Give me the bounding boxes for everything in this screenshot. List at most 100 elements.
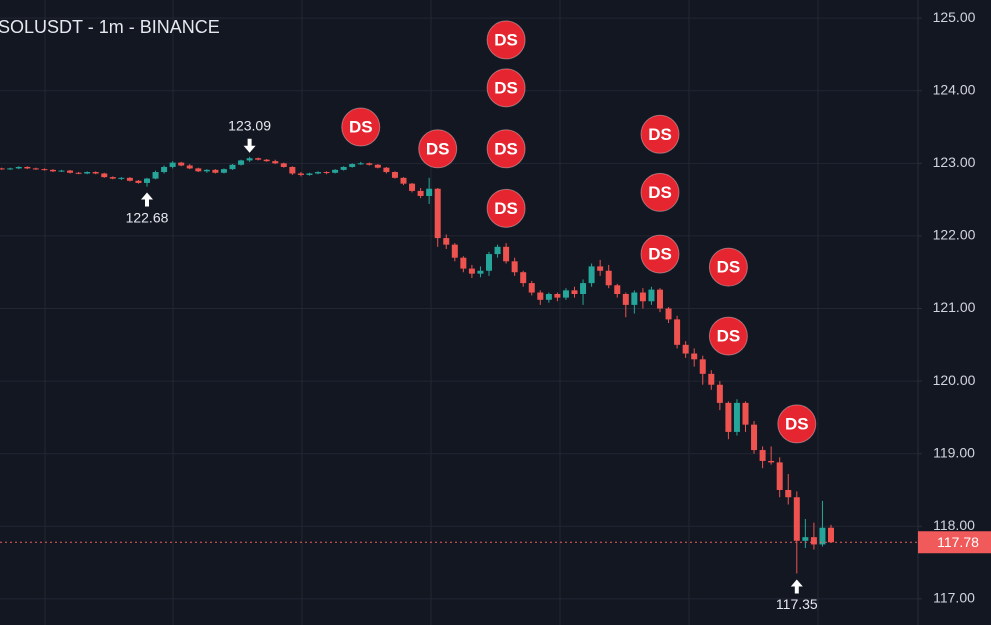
annotation-label: 123.09 [228, 117, 271, 133]
candle-body [751, 424, 758, 451]
candle-body [451, 244, 458, 258]
candle-body [161, 166, 168, 173]
y-tick-label: 123.00 [933, 154, 976, 170]
plot: 117.00 118.00 119.00 120.00 121.00 122.00 123.… [0, 9, 991, 612]
candle-body [7, 168, 14, 170]
ds-marker-label: DS [648, 245, 672, 264]
candle-body [263, 159, 270, 162]
candle-body [340, 166, 347, 170]
candle-body [84, 172, 91, 174]
candle-body [537, 292, 544, 300]
candle-body [554, 293, 561, 298]
candle-body [648, 289, 655, 302]
ds-marker-label: DS [494, 78, 518, 97]
ds-marker-label: DS [785, 414, 809, 433]
candle-body [511, 261, 518, 273]
annotation-label: 117.35 [776, 596, 818, 612]
ds-marker-label: DS [494, 139, 518, 158]
candle-body [357, 163, 364, 165]
candle-body [468, 268, 475, 274]
candle-body [486, 254, 492, 271]
candle-body [631, 292, 638, 305]
ds-marker [708, 316, 748, 356]
candle-body [657, 289, 663, 309]
last-price-box [918, 531, 991, 554]
candle-body [520, 272, 527, 284]
ds-marker [486, 129, 526, 169]
chart-title: SOLUSDT - 1m - BINANCE [0, 17, 220, 37]
ds-marker-label: DS [426, 139, 450, 158]
candle-body [186, 165, 193, 169]
ds-marker [341, 107, 381, 147]
y-tick-label: 124.00 [933, 81, 976, 97]
candle-body [332, 169, 339, 173]
candle-body [733, 402, 740, 432]
time-grid [44, 0, 819, 625]
ds-marker [640, 234, 680, 274]
candle-body [528, 283, 535, 293]
candle-body [477, 270, 484, 274]
candle-body [828, 527, 834, 543]
candle-body [793, 497, 800, 541]
candle-body [409, 183, 416, 191]
candle-body [366, 163, 373, 165]
candle-body [562, 290, 569, 298]
candle-body [494, 246, 501, 255]
y-tick-label: 121.00 [933, 299, 976, 315]
candle-body [75, 172, 82, 174]
ds-marker-label: DS [717, 258, 741, 277]
candle-body [639, 292, 646, 302]
candle-body [785, 489, 792, 498]
candle-body [255, 158, 262, 160]
arrow-up [790, 579, 803, 594]
ds-marker [777, 404, 817, 444]
candle-body [776, 462, 783, 490]
candle-body [708, 373, 715, 385]
candle-body [819, 527, 826, 545]
candle-body [220, 169, 227, 173]
ds-marker-label: DS [648, 125, 672, 144]
candle-body [0, 168, 5, 170]
ds-marker [708, 247, 748, 287]
candle-body [802, 537, 809, 541]
ds-marker [486, 188, 526, 228]
y-tick-label: 122.00 [933, 227, 976, 243]
annotation-label: 122.68 [126, 209, 169, 225]
candle-body [400, 177, 407, 184]
candle-body [434, 188, 441, 239]
ds-marker-label: DS [494, 199, 518, 218]
candle-body [92, 172, 99, 174]
candle-body [716, 384, 723, 403]
candle-body [126, 177, 133, 181]
ds-marker-label: DS [349, 118, 373, 137]
candle-body [195, 168, 202, 172]
candle-body [135, 180, 142, 183]
candle-body [118, 177, 125, 179]
ds-marker-label: DS [648, 183, 672, 202]
candle-body [605, 270, 612, 286]
candle-body [443, 238, 450, 245]
candle-body [289, 166, 296, 174]
candle-body [306, 173, 313, 175]
candle-body [144, 178, 150, 183]
candle-body [41, 169, 48, 171]
candle-body [109, 177, 116, 179]
candle-body [49, 169, 56, 172]
candle-body [178, 162, 185, 166]
candle-body [503, 246, 510, 262]
candle-body [229, 164, 236, 170]
ds-marker-label: DS [717, 327, 741, 346]
candle-body [699, 359, 706, 374]
candle-body [349, 164, 356, 167]
candle-body [614, 285, 621, 294]
candle-body [580, 283, 587, 294]
candle-body [272, 161, 279, 164]
candle-body [238, 160, 245, 165]
candle-body [383, 167, 390, 173]
candle-body [597, 266, 604, 271]
y-tick-label: 125.00 [933, 9, 976, 25]
candle-body [374, 164, 381, 168]
